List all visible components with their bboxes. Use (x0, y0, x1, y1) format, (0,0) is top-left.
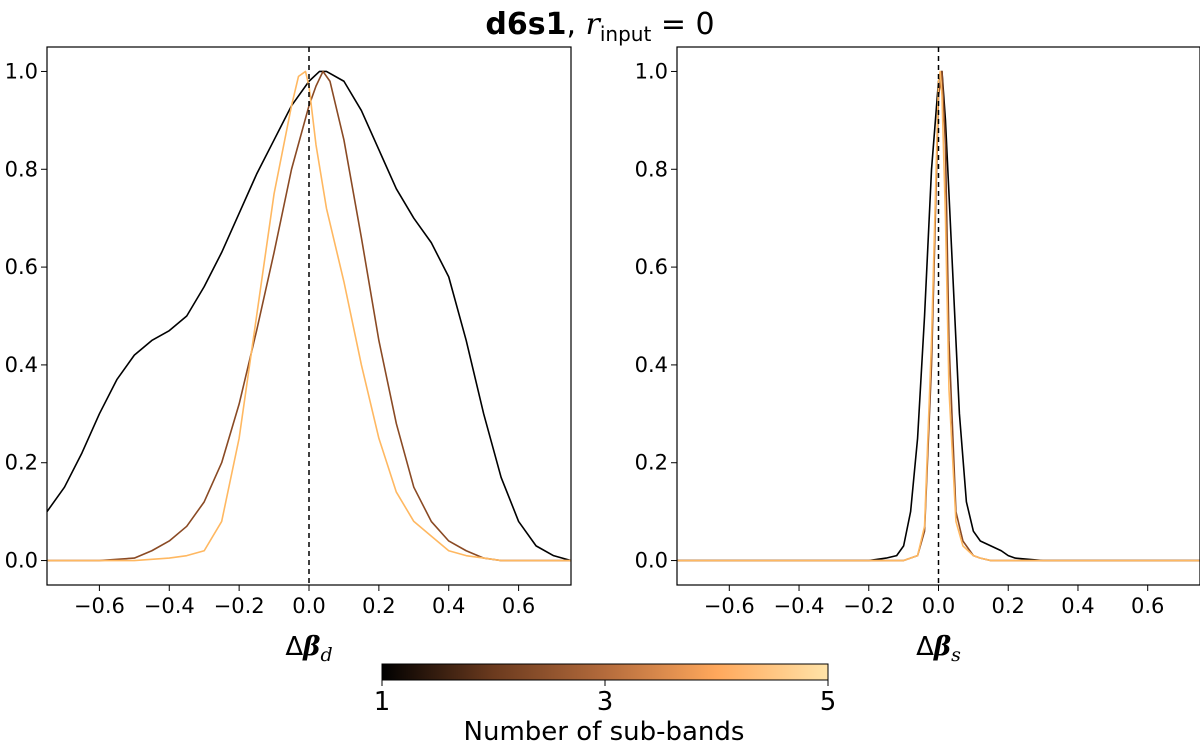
x-tick-label: −0.2 (214, 594, 265, 618)
panel-left: −0.6 −0.4 −0.2 0.0 0.2 0.4 0.6 0.0 0.2 0.4 0.6 0.8 1… (5, 46, 572, 666)
y-tick-label: 0.6 (635, 255, 668, 279)
x-axis-label-delta: Δ (916, 632, 934, 662)
series-line-1 (47, 70, 571, 562)
x-tick-label: −0.6 (74, 594, 125, 618)
x-tick-label: −0.4 (774, 594, 825, 618)
x-tick-label: 0.6 (502, 594, 535, 618)
y-tick-label: 0.6 (5, 255, 38, 279)
colorbar-label: Number of sub-bands (464, 717, 745, 746)
series-group (47, 70, 571, 562)
y-tick-label: 0.0 (5, 549, 38, 573)
colorbar: 1 3 5 Number of sub-bands (374, 663, 837, 746)
title-bold: d6s1 (485, 7, 566, 42)
x-axis-label-beta: β (302, 632, 320, 662)
x-axis-label-beta: β (933, 632, 951, 662)
y-tick-label: 1.0 (635, 59, 668, 83)
title-eq: = 0 (651, 7, 714, 42)
series-line-3 (677, 70, 1200, 562)
y-tick-label: 0.8 (635, 157, 668, 181)
colorbar-tick-label-5: 5 (820, 687, 837, 717)
x-tick-label: 0.2 (992, 594, 1025, 618)
y-tick-label: 0.0 (635, 549, 668, 573)
series-line-1 (677, 70, 1200, 562)
x-tick-label: 0.6 (1131, 594, 1164, 618)
y-tick-label: 0.2 (635, 451, 668, 475)
figure-title: d6s1, rinput = 0 (485, 7, 714, 46)
x-tick-label: 0.2 (362, 594, 395, 618)
y-tick-label: 1.0 (5, 59, 38, 83)
x-tick-label: −0.6 (704, 594, 755, 618)
series-line-2 (677, 70, 1200, 562)
title-var: r (586, 7, 602, 42)
series-line-3 (47, 70, 571, 562)
colorbar-tick-label-3: 3 (597, 687, 614, 717)
x-tick-label: 0.0 (922, 594, 955, 618)
x-tick-label: 0.4 (432, 594, 465, 618)
axes-frame (676, 46, 1200, 586)
series-line-2 (47, 70, 571, 562)
y-tick-label: 0.4 (5, 353, 38, 377)
x-axis-label-sub: d (320, 644, 332, 666)
y-tick-label: 0.4 (635, 353, 668, 377)
y-tick-label: 0.8 (5, 157, 38, 181)
colorbar-tick-label-1: 1 (374, 687, 391, 717)
x-axis-label: Δβd (285, 632, 332, 666)
x-axis-label-sub: s (951, 644, 961, 666)
title-sub: input (600, 22, 652, 46)
colorbar-gradient (381, 663, 829, 681)
x-tick-label: −0.4 (144, 594, 195, 618)
panel-right: −0.6 −0.4 −0.2 0.0 0.2 0.4 0.6 0.0 0.2 0.4 0.6 0.8 1… (635, 46, 1200, 666)
x-tick-label: −0.2 (843, 594, 894, 618)
x-axis-label: Δβs (916, 632, 961, 666)
series-group (677, 70, 1200, 562)
axes-frame (46, 46, 572, 586)
x-tick-label: 0.0 (292, 594, 325, 618)
title-sep: , (566, 7, 585, 42)
x-tick-label: 0.4 (1061, 594, 1094, 618)
y-tick-label: 0.2 (5, 451, 38, 475)
x-axis-label-delta: Δ (285, 632, 303, 662)
